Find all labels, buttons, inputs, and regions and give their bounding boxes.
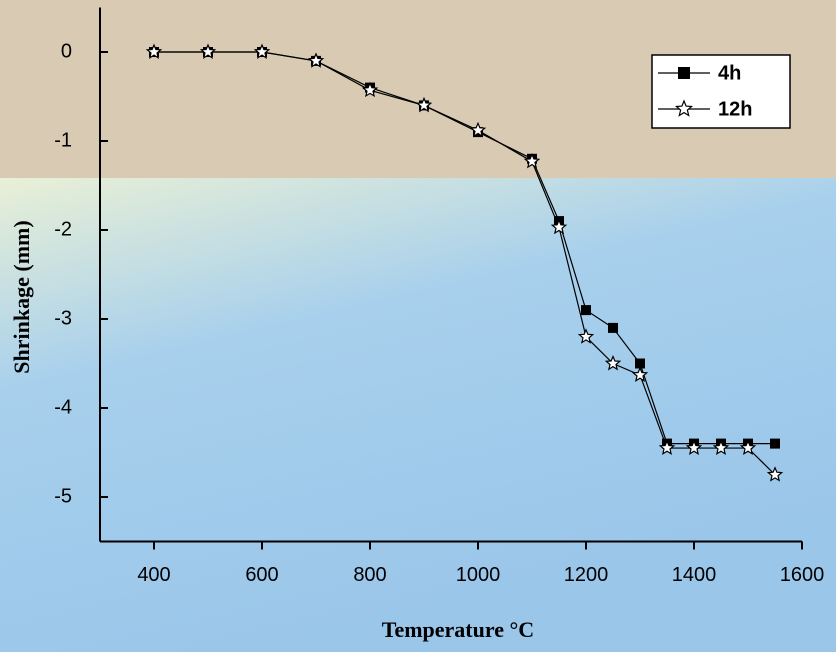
- x-tick-label: 800: [353, 564, 386, 586]
- legend: 4h 12h: [651, 54, 791, 129]
- x-tick-label: 600: [245, 564, 278, 586]
- marker-star: [658, 439, 676, 455]
- marker-star: [712, 439, 730, 455]
- x-tick-label: 1600: [780, 564, 825, 586]
- y-tick-label: 0: [61, 40, 72, 62]
- marker-star: [199, 43, 217, 59]
- marker-star: [577, 328, 595, 344]
- x-tick-label: 1000: [456, 564, 501, 586]
- legend-label: 4h: [718, 62, 741, 84]
- legend-marker: [674, 99, 694, 117]
- y-tick-label: -5: [54, 485, 72, 507]
- marker-star: [766, 466, 784, 482]
- marker-star: [604, 354, 622, 371]
- y-axis-title: Shrinkage (mm): [9, 220, 34, 373]
- legend-label: 12h: [718, 98, 752, 120]
- marker-star: [415, 96, 433, 113]
- marker-star: [739, 439, 757, 455]
- marker-star: [253, 43, 271, 59]
- marker-star: [685, 439, 703, 455]
- marker-star: [145, 43, 163, 59]
- marker-star: [469, 121, 487, 138]
- legend-marker: [678, 67, 690, 79]
- x-axis-title: Temperature °C: [382, 617, 534, 642]
- marker-star: [550, 218, 568, 235]
- y-tick-label: -2: [54, 218, 72, 240]
- x-tick-label: 400: [137, 564, 170, 586]
- legend-box: [651, 54, 791, 129]
- y-tick-label: -1: [54, 129, 72, 151]
- marker-star: [523, 152, 541, 169]
- x-tick-label: 1400: [672, 564, 717, 586]
- marker-star: [631, 366, 649, 382]
- y-tick-label: -3: [54, 307, 72, 329]
- x-tick-label: 1200: [564, 564, 609, 586]
- marker-square: [608, 322, 618, 333]
- marker-square: [581, 305, 591, 316]
- marker-square: [770, 438, 780, 449]
- marker-star: [307, 52, 325, 68]
- marker-star: [361, 81, 379, 98]
- y-tick-label: -4: [54, 396, 72, 418]
- marker-square: [635, 358, 645, 369]
